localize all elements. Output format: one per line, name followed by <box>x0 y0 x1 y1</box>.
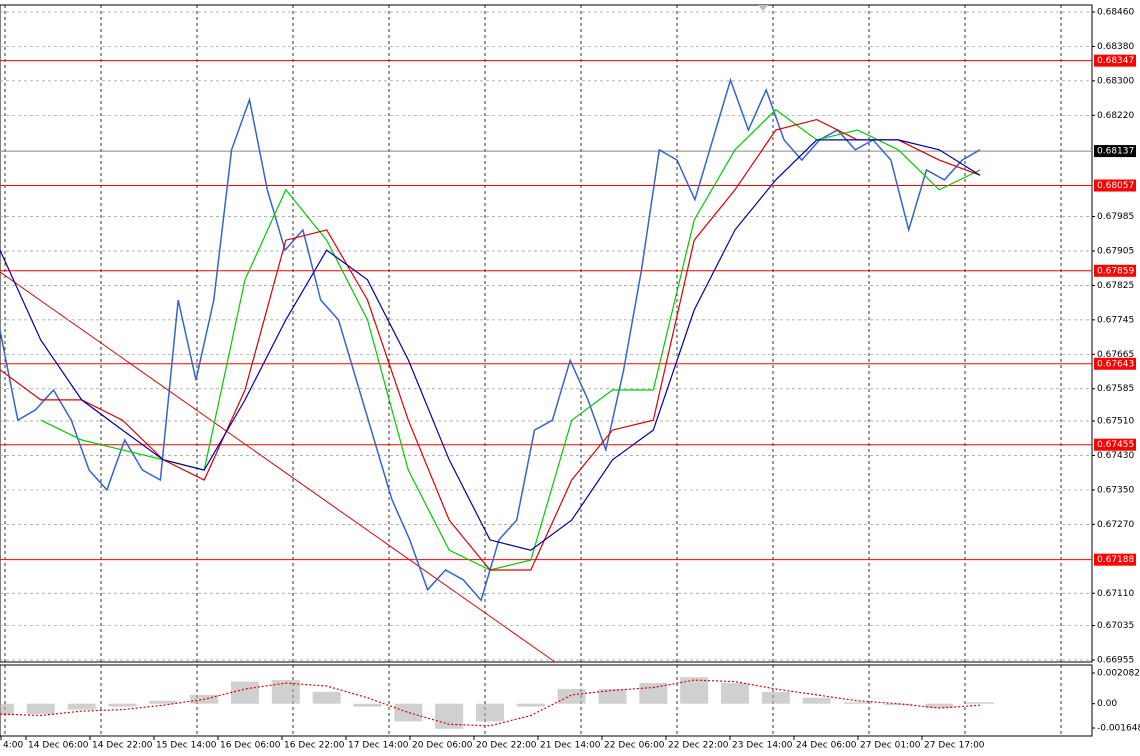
level-label-box <box>1094 357 1136 370</box>
histogram-bar <box>26 703 55 715</box>
level-label-box <box>1094 553 1136 566</box>
oscillator-frame <box>0 664 1093 737</box>
trend-line <box>0 271 556 663</box>
y-tick-label: 0.002082 <box>1097 669 1140 679</box>
histogram-bar <box>476 703 504 722</box>
x-tick-label: 17 Dec 14:00 <box>348 741 409 751</box>
y-tick-label: 0.67270 <box>1097 520 1134 530</box>
y-tick-label: 0.67905 <box>1097 246 1134 256</box>
moving-average <box>40 108 981 571</box>
y-tick-label: 0.67585 <box>1097 384 1134 394</box>
y-tick-label: 0.67110 <box>1097 589 1134 599</box>
level-label: 0.67859 <box>1097 266 1134 276</box>
histogram-bar <box>557 688 586 704</box>
current-price-box <box>1094 145 1136 158</box>
histogram-bar <box>0 703 14 716</box>
x-tick-label: 24 Dec 06:00 <box>796 741 857 751</box>
level-label: 0.67188 <box>1097 555 1134 565</box>
price-frame <box>0 4 1093 663</box>
histogram-bar <box>761 691 790 704</box>
moving-average <box>0 139 981 551</box>
moving-average <box>0 118 981 571</box>
x-tick-label: 16 Dec 06:00 <box>220 741 281 751</box>
y-tick-label: 0.67745 <box>1097 315 1134 325</box>
shift-marker <box>758 5 768 11</box>
y-tick-label: 0.68220 <box>1097 111 1134 121</box>
current-price-label: 0.68137 <box>1097 147 1134 157</box>
level-label: 0.68057 <box>1097 181 1134 191</box>
signal-line <box>0 679 981 727</box>
level-label-box <box>1094 54 1136 67</box>
level-label: 0.67455 <box>1097 440 1134 450</box>
y-tick-label: 0.67510 <box>1097 417 1134 427</box>
level-label: 0.68347 <box>1097 56 1134 66</box>
histogram-bar <box>394 703 423 722</box>
x-tick-label: 27 Dec 01:00 <box>860 741 921 751</box>
y-tick-label: 0.66955 <box>1097 656 1134 666</box>
y-tick-label: -0.001648 <box>1097 724 1140 734</box>
x-tick-label: 22 Dec 22:00 <box>668 741 729 751</box>
x-tick-label: 27 Dec 17:00 <box>924 741 985 751</box>
histogram-bar <box>680 677 709 704</box>
histogram-bar <box>108 703 137 707</box>
histogram-bar <box>67 703 96 710</box>
histogram-bar <box>843 702 872 704</box>
level-label-box <box>1094 179 1136 192</box>
y-tick-label: 0.00 <box>1097 699 1117 709</box>
histogram-bar <box>149 700 178 704</box>
level-label-box <box>1094 438 1136 451</box>
histogram-bar <box>802 697 831 704</box>
x-tick-label: 20 Dec 22:00 <box>476 741 537 751</box>
histogram-bar <box>598 688 627 704</box>
level-label-box <box>1094 264 1136 277</box>
histogram-bar <box>312 691 341 704</box>
histogram-bar <box>721 683 749 704</box>
x-tick-label: 4:00 <box>3 741 23 751</box>
y-tick-label: 0.67035 <box>1097 621 1134 631</box>
vertical-grid <box>4 5 1062 736</box>
histogram-bar <box>353 703 382 707</box>
y-tick-label: 0.68460 <box>1097 8 1134 18</box>
y-tick-label: 0.67430 <box>1097 451 1134 461</box>
y-tick-label: 0.67825 <box>1097 281 1134 291</box>
histogram-bar <box>966 702 994 704</box>
histogram-bar <box>435 703 464 729</box>
y-tick-label: 0.67350 <box>1097 485 1134 495</box>
x-tick-label: 22 Dec 06:00 <box>604 741 665 751</box>
y-tick-label: 0.68300 <box>1097 76 1134 86</box>
x-tick-label: 15 Dec 14:00 <box>156 741 217 751</box>
histogram-bar <box>884 703 913 706</box>
x-tick-label: 23 Dec 14:00 <box>732 741 793 751</box>
histogram-bar <box>925 703 954 709</box>
y-tick-label: 0.67665 <box>1097 350 1134 360</box>
histogram-bar <box>271 680 300 704</box>
y-tick-label: 0.68380 <box>1097 42 1134 52</box>
histogram-bar <box>516 703 545 707</box>
histogram-bar <box>639 683 668 704</box>
x-tick-label: 16 Dec 22:00 <box>284 741 345 751</box>
histogram-bar <box>231 681 259 704</box>
x-tick-label: 14 Dec 06:00 <box>28 741 89 751</box>
level-label: 0.67643 <box>1097 359 1134 369</box>
price-line <box>0 77 981 602</box>
y-tick-label: 0.67985 <box>1097 212 1134 222</box>
x-tick-label: 21 Dec 14:00 <box>540 741 601 751</box>
x-tick-label: 14 Dec 22:00 <box>92 741 153 751</box>
x-tick-label: 20 Dec 06:00 <box>412 741 473 751</box>
